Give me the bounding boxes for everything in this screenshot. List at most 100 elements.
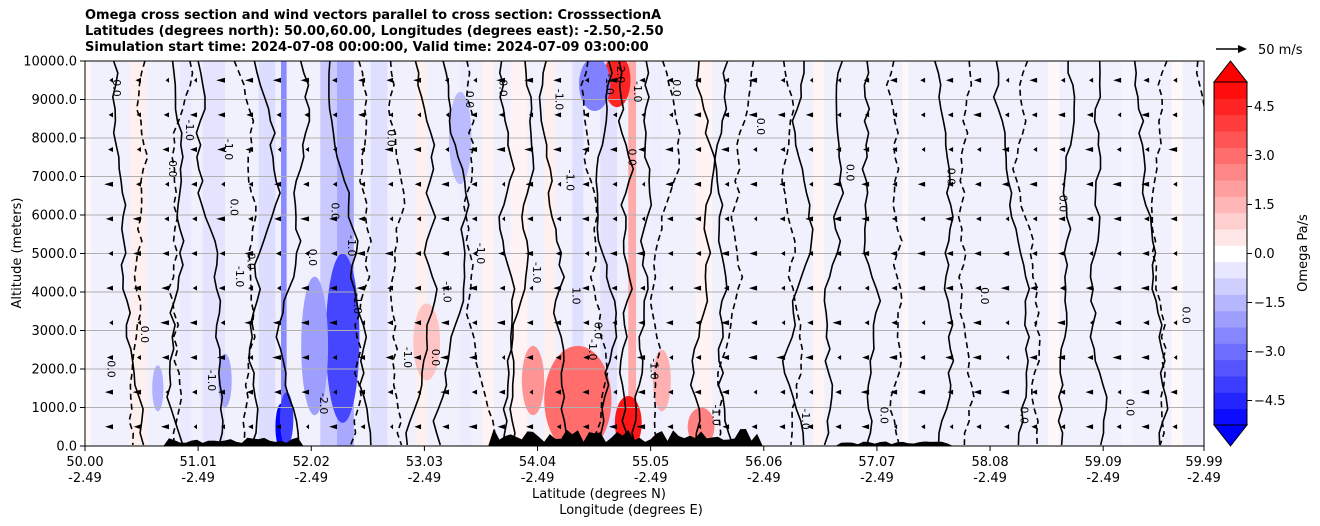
wind-vector — [440, 354, 450, 360]
contour-label-42: 0.0 — [1057, 195, 1070, 213]
quiver-key-arrowhead — [1238, 45, 1247, 53]
wind-vector — [501, 354, 506, 360]
wind-vector — [1089, 251, 1094, 256]
wind-vector — [471, 216, 478, 222]
wind-vector — [414, 285, 422, 291]
wind-vector — [667, 424, 674, 430]
contour-line-32 — [992, 61, 1031, 446]
quiver-key: 50 m/s — [1216, 43, 1303, 58]
wind-vector — [160, 320, 170, 326]
contour-line-4 — [195, 61, 224, 446]
x-tick-label-lat-5: 55.05 — [632, 455, 669, 470]
wind-vector — [1173, 181, 1178, 187]
y-tick-label-0: 0.0 — [56, 440, 77, 455]
wind-vector — [1141, 112, 1150, 118]
colorbar-segment — [1214, 343, 1247, 361]
wind-vector — [945, 77, 954, 83]
wind-vector — [976, 424, 982, 430]
wind-vector — [133, 285, 142, 291]
wind-vector — [583, 354, 590, 360]
wind-vector — [361, 320, 366, 326]
wind-vector — [1056, 320, 1066, 326]
wind-vector — [440, 389, 450, 395]
wind-vector — [892, 112, 898, 118]
wind-vector — [468, 424, 478, 430]
wind-vector — [1113, 77, 1122, 83]
wind-vector — [193, 424, 198, 430]
y-tick-label-8: 8000.0 — [32, 132, 78, 147]
x-tick-label-lon-5: -2.49 — [634, 471, 668, 486]
wind-vector — [496, 320, 506, 326]
contour-label-5: -1.0 — [222, 139, 235, 160]
wind-vector — [272, 77, 282, 83]
y-tick-label-5: 5000.0 — [32, 247, 78, 262]
wind-vector — [555, 354, 562, 360]
wind-vector — [584, 251, 590, 256]
wind-vector — [612, 320, 618, 326]
wind-vector — [669, 285, 674, 291]
colorbar-tick-label-6: −4.5 — [1254, 394, 1286, 409]
contour-label-25: 1.0 — [569, 287, 582, 305]
wind-vector — [413, 77, 422, 83]
x-tick-label-lat-6: 56.06 — [745, 455, 782, 470]
chart-title-line-3: Simulation start time: 2024-07-08 00:00:… — [85, 40, 649, 55]
contour-label-38: 0.0 — [944, 168, 957, 186]
wind-vector — [76, 216, 85, 221]
contour-line-18 — [595, 61, 618, 446]
wind-vector — [1084, 147, 1094, 153]
colorbar-extend-max — [1212, 60, 1249, 83]
x-tick-label-lat-4: 54.04 — [519, 455, 556, 470]
wind-vector — [777, 112, 786, 118]
wind-vector — [921, 320, 926, 326]
wind-vector — [1060, 77, 1066, 83]
wind-vector — [973, 77, 982, 83]
colorbar-segment — [1214, 408, 1247, 426]
wind-vector — [920, 77, 926, 83]
wind-vector — [387, 181, 394, 187]
wind-vector — [723, 285, 730, 291]
wind-vector — [164, 216, 170, 222]
omega-cell-5 — [325, 253, 360, 423]
wind-vector — [864, 285, 870, 291]
colorbar-tick-label-2: 1.5 — [1254, 198, 1275, 213]
wind-vector — [248, 285, 254, 291]
wind-vector — [529, 389, 534, 395]
wind-vector — [77, 182, 85, 187]
wind-vector — [1117, 112, 1122, 118]
y-tick-label-1: 1000.0 — [32, 401, 78, 416]
wind-vector — [748, 112, 758, 118]
contour-line-0 — [111, 61, 145, 446]
wind-vector — [441, 181, 450, 187]
wind-vector — [668, 389, 674, 395]
wind-vector — [860, 389, 870, 395]
wind-vector — [753, 216, 758, 222]
contour-label-44: 0.0 — [1180, 306, 1193, 324]
wind-vector — [781, 285, 786, 291]
wind-vector — [468, 354, 478, 360]
contour-label-9: -1.0 — [233, 266, 246, 287]
y-axis: 0.0 1000.0 2000.0 3000.0 4000.0 5000.0 6000.0 7… — [23, 55, 85, 455]
y-tick-label-3: 3000.0 — [32, 324, 78, 339]
wind-vector — [976, 147, 982, 153]
wind-vector — [105, 216, 114, 222]
wind-vector — [641, 181, 646, 187]
colorbar-segment — [1214, 114, 1247, 132]
wind-vector — [386, 77, 394, 83]
wind-vector — [190, 147, 198, 153]
wind-vector — [526, 354, 534, 360]
wind-vector — [525, 181, 534, 187]
x-tick-label-lon-10: -2.49 — [1187, 471, 1221, 486]
contour-line-2 — [166, 61, 185, 446]
wind-vector — [1143, 320, 1150, 326]
wind-vector — [753, 147, 758, 153]
wind-vector — [1085, 424, 1094, 430]
wind-vector — [358, 354, 366, 360]
contour-line-21 — [649, 61, 681, 446]
wind-vector — [1059, 389, 1066, 395]
wind-vector — [191, 181, 198, 187]
contour-line-9 — [349, 61, 372, 446]
wind-vector — [947, 389, 954, 395]
terrain-profile — [85, 428, 1204, 446]
wind-vector — [720, 320, 730, 326]
wind-vector — [945, 285, 954, 291]
